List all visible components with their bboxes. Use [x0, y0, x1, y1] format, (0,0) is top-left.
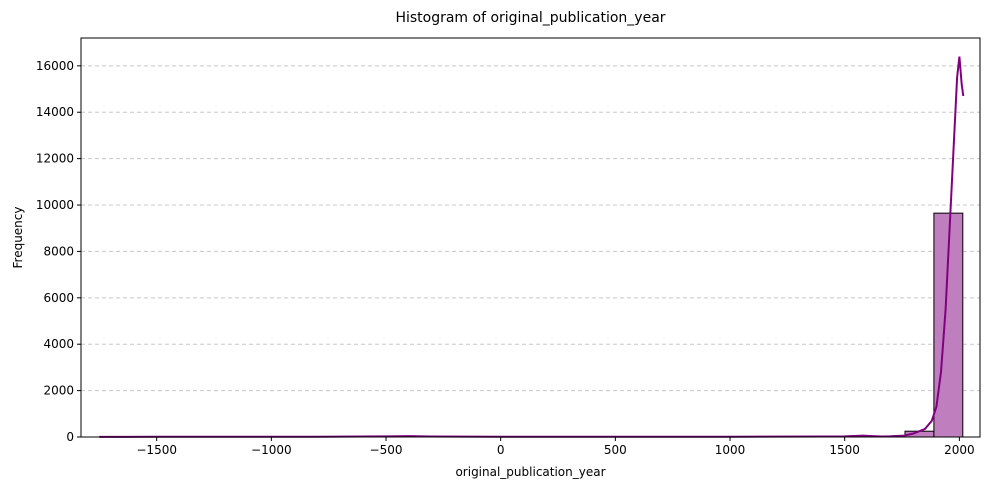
- x-axis: −1500 −1000 −500 0 500 1000 1500 2000: [136, 437, 975, 457]
- x-axis-title: original_publication_year: [455, 465, 605, 479]
- y-tick-label: 12000: [36, 152, 74, 166]
- y-tick-label: 8000: [43, 244, 74, 258]
- plot-frame: [80, 37, 981, 438]
- kde-line: [99, 56, 965, 438]
- x-tick-label: 2000: [944, 443, 975, 457]
- y-axis: 0 2000 4000 6000 8000 10000 12000 14000 16000: [36, 59, 81, 444]
- chart-title: Histogram of original_publication_year: [395, 10, 665, 26]
- y-axis-title: Frequency: [11, 207, 25, 269]
- y-tick-label: 2000: [43, 384, 74, 398]
- x-tick-label: −1000: [251, 443, 292, 457]
- x-tick-label: 500: [604, 443, 627, 457]
- x-tick-label: 1000: [715, 443, 746, 457]
- y-tick-label: 10000: [36, 198, 74, 212]
- y-tick-label: 6000: [43, 291, 74, 305]
- x-tick-label: 1500: [829, 443, 860, 457]
- grid-layer: [81, 65, 980, 392]
- x-tick-label: −500: [370, 443, 403, 457]
- y-tick-label: 14000: [36, 105, 74, 119]
- x-tick-label: 0: [497, 443, 505, 457]
- y-tick-label: 4000: [43, 337, 74, 351]
- x-tick-label: −1500: [136, 443, 177, 457]
- bars-layer: [904, 212, 964, 438]
- kde-layer: [99, 56, 965, 438]
- y-tick-label: 0: [66, 430, 74, 444]
- y-tick-label: 16000: [36, 59, 74, 73]
